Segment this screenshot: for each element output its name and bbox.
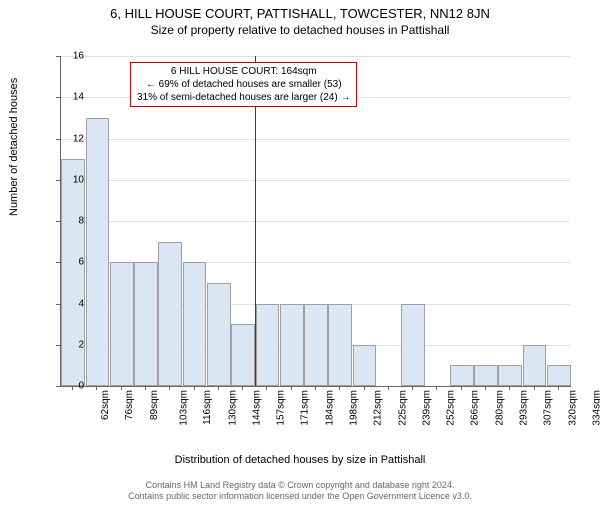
x-tick-label: 89sqm (149, 390, 160, 420)
histogram-bar (61, 159, 85, 386)
x-tick-mark (266, 386, 267, 390)
x-tick-mark (291, 386, 292, 390)
x-tick-mark (534, 386, 535, 390)
x-tick-label: 307sqm (543, 390, 554, 426)
histogram-bar (401, 304, 425, 387)
x-tick-mark (242, 386, 243, 390)
histogram-bar (158, 242, 182, 386)
x-tick-label: 76sqm (124, 390, 135, 420)
x-tick-mark (485, 386, 486, 390)
x-tick-mark (194, 386, 195, 390)
x-tick-label: 116sqm (202, 390, 213, 425)
x-tick-label: 239sqm (421, 390, 432, 426)
histogram-bar (328, 304, 352, 387)
histogram-bar (207, 283, 231, 386)
y-tick-mark (56, 139, 60, 140)
x-tick-label: 171sqm (300, 390, 311, 426)
annotation-box: 6 HILL HOUSE COURT: 164sqm ← 69% of deta… (130, 62, 357, 107)
histogram-bar (256, 304, 280, 387)
plot-area: 6 HILL HOUSE COURT: 164sqm ← 69% of deta… (60, 56, 570, 386)
x-tick-label: 184sqm (324, 390, 335, 426)
y-axis-label: Number of detached houses (8, 78, 20, 216)
x-tick-label: 334sqm (591, 390, 600, 426)
footer-attribution: Contains HM Land Registry data © Crown c… (0, 480, 600, 502)
x-tick-mark (436, 386, 437, 390)
histogram-bar (353, 345, 377, 386)
x-tick-mark (121, 386, 122, 390)
x-tick-label: 320sqm (567, 390, 578, 426)
x-tick-mark (339, 386, 340, 390)
footer-line2: Contains public sector information licen… (0, 491, 600, 502)
annotation-line1: 6 HILL HOUSE COURT: 164sqm (137, 65, 350, 78)
y-tick-mark (56, 386, 60, 387)
x-tick-label: 62sqm (100, 390, 111, 420)
chart-title: 6, HILL HOUSE COURT, PATTISHALL, TOWCEST… (0, 6, 600, 21)
x-tick-label: 130sqm (227, 390, 238, 426)
y-tick-mark (56, 56, 60, 57)
x-tick-label: 198sqm (349, 390, 360, 426)
y-tick-mark (56, 262, 60, 263)
x-tick-mark (96, 386, 97, 390)
annotation-line3: 31% of semi-detached houses are larger (… (137, 91, 350, 104)
chart-subtitle: Size of property relative to detached ho… (0, 23, 600, 37)
histogram-bar (474, 365, 498, 386)
x-tick-mark (509, 386, 510, 390)
x-tick-mark (315, 386, 316, 390)
x-tick-mark (388, 386, 389, 390)
histogram-bar (110, 262, 134, 386)
x-tick-label: 266sqm (470, 390, 481, 426)
y-tick-mark (56, 345, 60, 346)
x-tick-label: 212sqm (373, 390, 384, 426)
x-tick-label: 252sqm (446, 390, 457, 426)
x-tick-label: 293sqm (519, 390, 530, 426)
y-tick-mark (56, 221, 60, 222)
x-tick-label: 144sqm (251, 390, 262, 426)
histogram-bar (86, 118, 110, 386)
x-tick-mark (412, 386, 413, 390)
x-axis-label: Distribution of detached houses by size … (0, 454, 600, 466)
chart-container: 6, HILL HOUSE COURT, PATTISHALL, TOWCEST… (0, 6, 600, 506)
x-tick-mark (461, 386, 462, 390)
x-tick-mark (169, 386, 170, 390)
x-tick-mark (145, 386, 146, 390)
annotation-line2: ← 69% of detached houses are smaller (53… (137, 78, 350, 91)
x-tick-label: 157sqm (276, 390, 287, 426)
x-tick-mark (72, 386, 73, 390)
x-tick-label: 280sqm (494, 390, 505, 426)
footer-line1: Contains HM Land Registry data © Crown c… (0, 480, 600, 491)
histogram-bar (547, 365, 571, 386)
histogram-bar (280, 304, 304, 387)
x-tick-label: 103sqm (179, 390, 190, 426)
histogram-bar (304, 304, 328, 387)
histogram-bar (523, 345, 547, 386)
x-tick-mark (364, 386, 365, 390)
x-tick-mark (558, 386, 559, 390)
y-tick-mark (56, 180, 60, 181)
histogram-bar (134, 262, 158, 386)
x-tick-label: 225sqm (397, 390, 408, 426)
y-tick-mark (56, 304, 60, 305)
y-tick-mark (56, 97, 60, 98)
histogram-bar (450, 365, 474, 386)
histogram-bar (498, 365, 522, 386)
x-tick-mark (218, 386, 219, 390)
histogram-bar (183, 262, 207, 386)
histogram-bar (231, 324, 255, 386)
